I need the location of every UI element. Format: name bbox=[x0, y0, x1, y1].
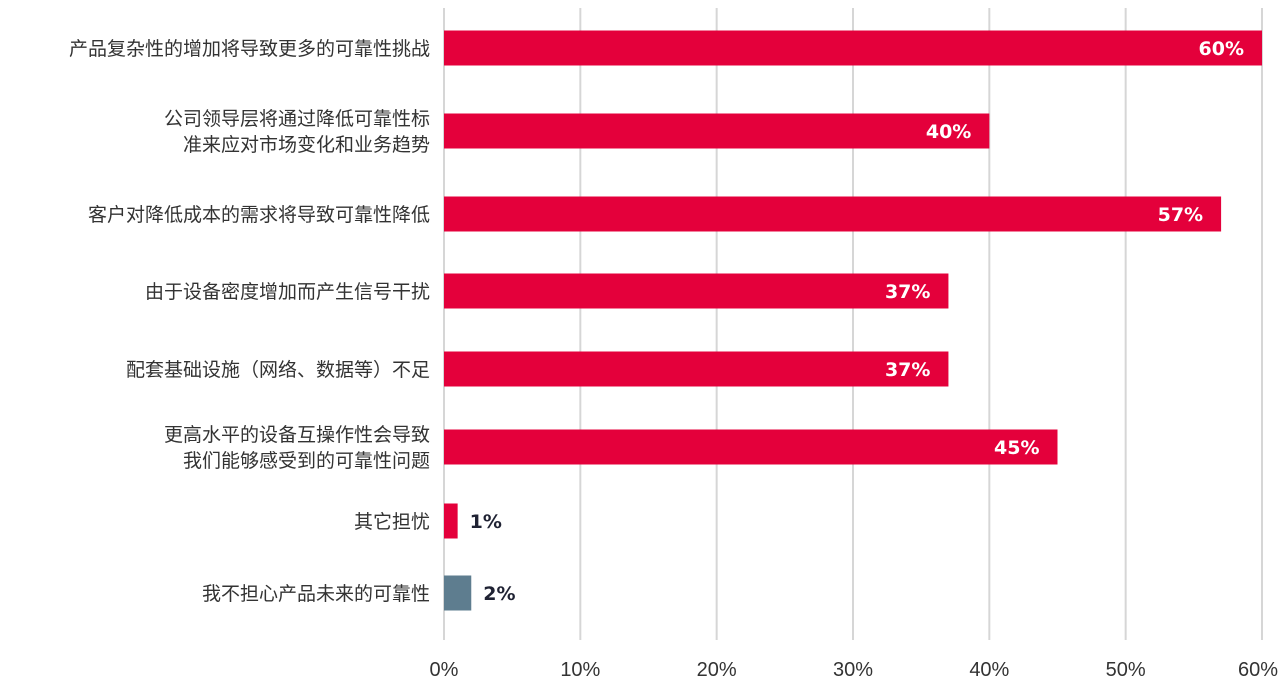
category-label: 公司领导层将通过降低可靠性标 bbox=[164, 108, 430, 130]
bar bbox=[444, 273, 949, 309]
x-tick-label: 60% bbox=[1238, 659, 1278, 681]
value-label: 2% bbox=[483, 583, 515, 605]
category-label: 产品复杂性的增加将导致更多的可靠性挑战 bbox=[69, 38, 430, 60]
gridlines bbox=[443, 8, 1263, 640]
bar bbox=[444, 503, 458, 539]
bar bbox=[444, 429, 1058, 465]
value-label: 1% bbox=[470, 511, 502, 533]
bar bbox=[444, 30, 1262, 66]
x-axis-ticks: 0% 10% 20% 30% 40% 50% 60% bbox=[430, 659, 1279, 681]
category-label: 更高水平的设备互操作性会导致 bbox=[164, 424, 430, 446]
value-label: 40% bbox=[926, 121, 971, 143]
category-labels: 产品复杂性的增加将导致更多的可靠性挑战公司领导层将通过降低可靠性标准来应对市场变… bbox=[69, 38, 430, 605]
value-label: 57% bbox=[1158, 204, 1203, 226]
bar bbox=[444, 351, 949, 387]
value-label: 37% bbox=[885, 281, 930, 303]
value-label: 37% bbox=[885, 359, 930, 381]
value-labels: 60% 40% 57% 37% 37% 45% 1% 2% bbox=[470, 38, 1244, 605]
bars bbox=[444, 30, 1262, 611]
category-label: 我们能够感受到的可靠性问题 bbox=[183, 450, 430, 472]
x-tick-label: 20% bbox=[697, 659, 737, 681]
value-label: 45% bbox=[994, 437, 1039, 459]
x-tick-label: 0% bbox=[430, 659, 459, 681]
category-label: 客户对降低成本的需求将导致可靠性降低 bbox=[88, 204, 430, 226]
x-tick-label: 30% bbox=[833, 659, 873, 681]
x-tick-label: 50% bbox=[1106, 659, 1146, 681]
x-tick-label: 40% bbox=[969, 659, 1009, 681]
category-label: 其它担忧 bbox=[354, 511, 430, 533]
category-label: 配套基础设施（网络、数据等）不足 bbox=[126, 359, 430, 381]
category-label: 我不担心产品未来的可靠性 bbox=[202, 583, 430, 605]
bar bbox=[444, 113, 990, 149]
category-label: 由于设备密度增加而产生信号干扰 bbox=[145, 281, 430, 303]
category-label: 准来应对市场变化和业务趋势 bbox=[183, 134, 430, 156]
bar bbox=[444, 196, 1222, 232]
x-tick-label: 10% bbox=[560, 659, 600, 681]
value-label: 60% bbox=[1199, 38, 1244, 60]
bar bbox=[444, 575, 472, 611]
